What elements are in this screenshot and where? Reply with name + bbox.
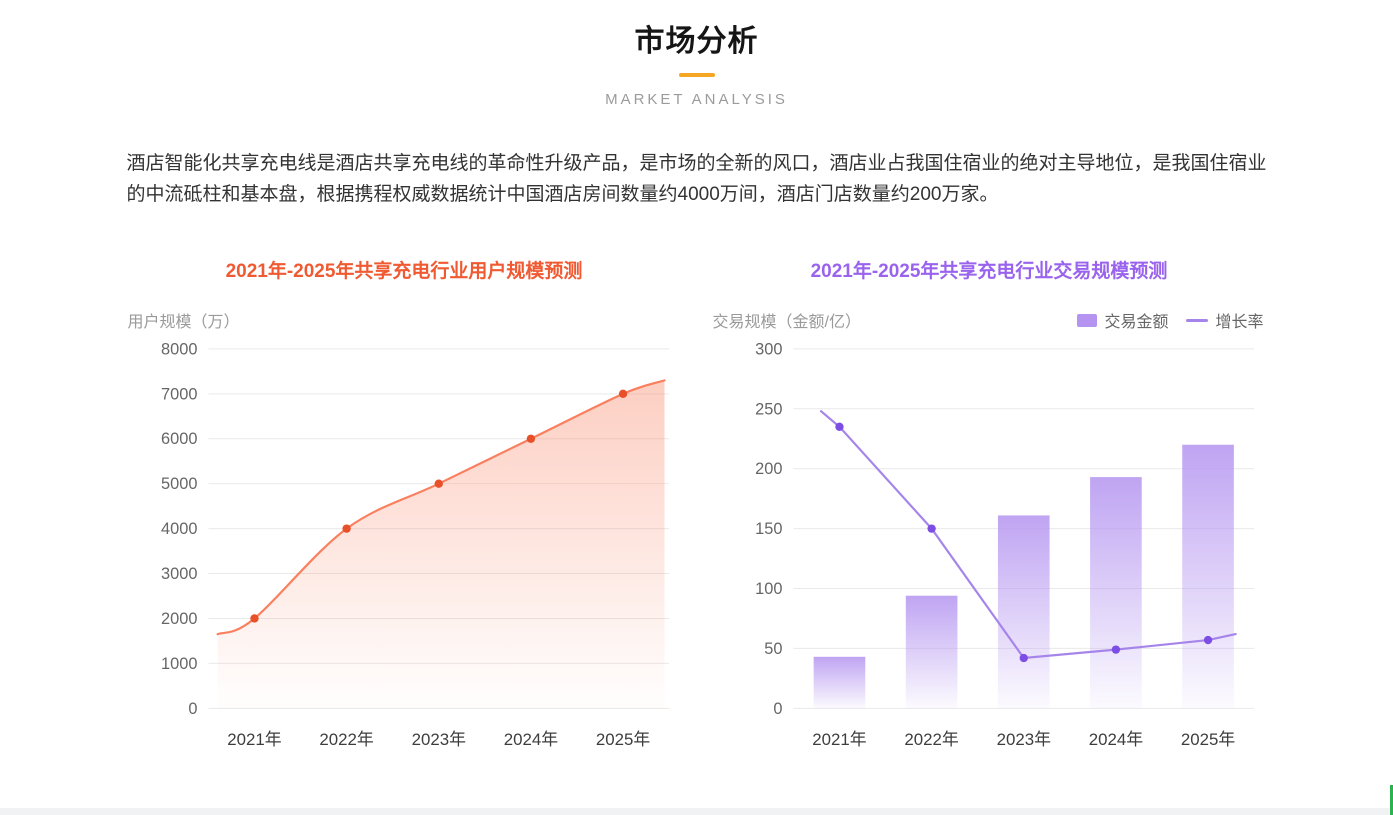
svg-text:2021年: 2021年 xyxy=(227,730,282,749)
y-axis-title: 用户规模（万） xyxy=(127,314,240,332)
svg-text:200: 200 xyxy=(755,460,782,478)
user-scale-chart-title: 2021年-2025年共享充电行业用户规模预测 xyxy=(225,261,583,283)
page-bottom-strip xyxy=(0,808,1393,815)
legend-item-growth-rate: 增长率 xyxy=(1186,308,1264,332)
svg-text:2025年: 2025年 xyxy=(1180,730,1235,749)
legend-item-transaction-amount: 交易金额 xyxy=(1077,308,1168,332)
svg-text:7000: 7000 xyxy=(161,386,197,404)
svg-text:6000: 6000 xyxy=(161,431,197,449)
legend-label: 增长率 xyxy=(1215,314,1264,332)
section-header: 市场分析 MARKET ANALYSIS xyxy=(0,0,1393,108)
svg-text:2025年: 2025年 xyxy=(595,730,650,749)
chart-legend: 交易金额 增长率 xyxy=(1077,308,1264,332)
svg-text:5000: 5000 xyxy=(161,475,197,493)
svg-text:1000: 1000 xyxy=(161,655,197,673)
transaction-scale-chart-block: 2021年-2025年共享充电行业交易规模预测 交易规模（金额/亿） 交易金额 … xyxy=(709,256,1270,760)
svg-text:100: 100 xyxy=(755,580,782,598)
intro-paragraph: 酒店智能化共享充电线是酒店共享充电线的革命性升级产品，是市场的全新的风口，酒店业… xyxy=(126,153,1267,206)
svg-text:2024年: 2024年 xyxy=(1088,730,1143,749)
svg-text:2022年: 2022年 xyxy=(904,730,959,749)
svg-text:250: 250 xyxy=(755,401,782,419)
legend-label: 交易金额 xyxy=(1104,314,1169,332)
user-scale-axis-header: 用户规模（万） xyxy=(124,309,685,331)
transaction-scale-chart: 0 50 100 150 200 250 300 2021年 2022年 2023年 2024年 20… xyxy=(709,335,1270,760)
charts-row: 2021年-2025年共享充电行业用户规模预测 用户规模（万） 0 1000 200… xyxy=(124,256,1270,760)
svg-text:0: 0 xyxy=(773,700,782,718)
svg-text:150: 150 xyxy=(755,520,782,538)
svg-text:2021年: 2021年 xyxy=(812,730,867,749)
svg-text:2023年: 2023年 xyxy=(411,730,466,749)
svg-text:2023年: 2023年 xyxy=(996,730,1051,749)
svg-text:0: 0 xyxy=(188,700,197,718)
line-swatch-icon xyxy=(1186,318,1209,322)
svg-text:2022年: 2022年 xyxy=(319,730,374,749)
y-axis-title: 交易规模（金额/亿） xyxy=(712,314,861,332)
svg-text:300: 300 xyxy=(755,341,782,359)
bar-swatch-icon xyxy=(1077,313,1098,327)
svg-text:4000: 4000 xyxy=(161,520,197,538)
svg-text:3000: 3000 xyxy=(161,565,197,583)
user-scale-chart-block: 2021年-2025年共享充电行业用户规模预测 用户规模（万） 0 1000 200… xyxy=(124,256,685,760)
page-edge-marker xyxy=(1390,785,1393,815)
svg-text:2000: 2000 xyxy=(161,610,197,628)
svg-text:2024年: 2024年 xyxy=(503,730,558,749)
page-subtitle: MARKET ANALYSIS xyxy=(605,91,788,108)
svg-text:50: 50 xyxy=(764,640,782,658)
page-title: 市场分析 xyxy=(634,25,759,58)
transaction-scale-axis-header: 交易规模（金额/亿） 交易金额 增长率 xyxy=(709,309,1270,331)
svg-text:8000: 8000 xyxy=(161,341,197,359)
accent-divider xyxy=(678,73,715,77)
transaction-scale-chart-title: 2021年-2025年共享充电行业交易规模预测 xyxy=(810,261,1168,283)
user-scale-chart: 0 1000 2000 3000 4000 5000 6000 7000 8000 2021年 20… xyxy=(124,335,685,760)
